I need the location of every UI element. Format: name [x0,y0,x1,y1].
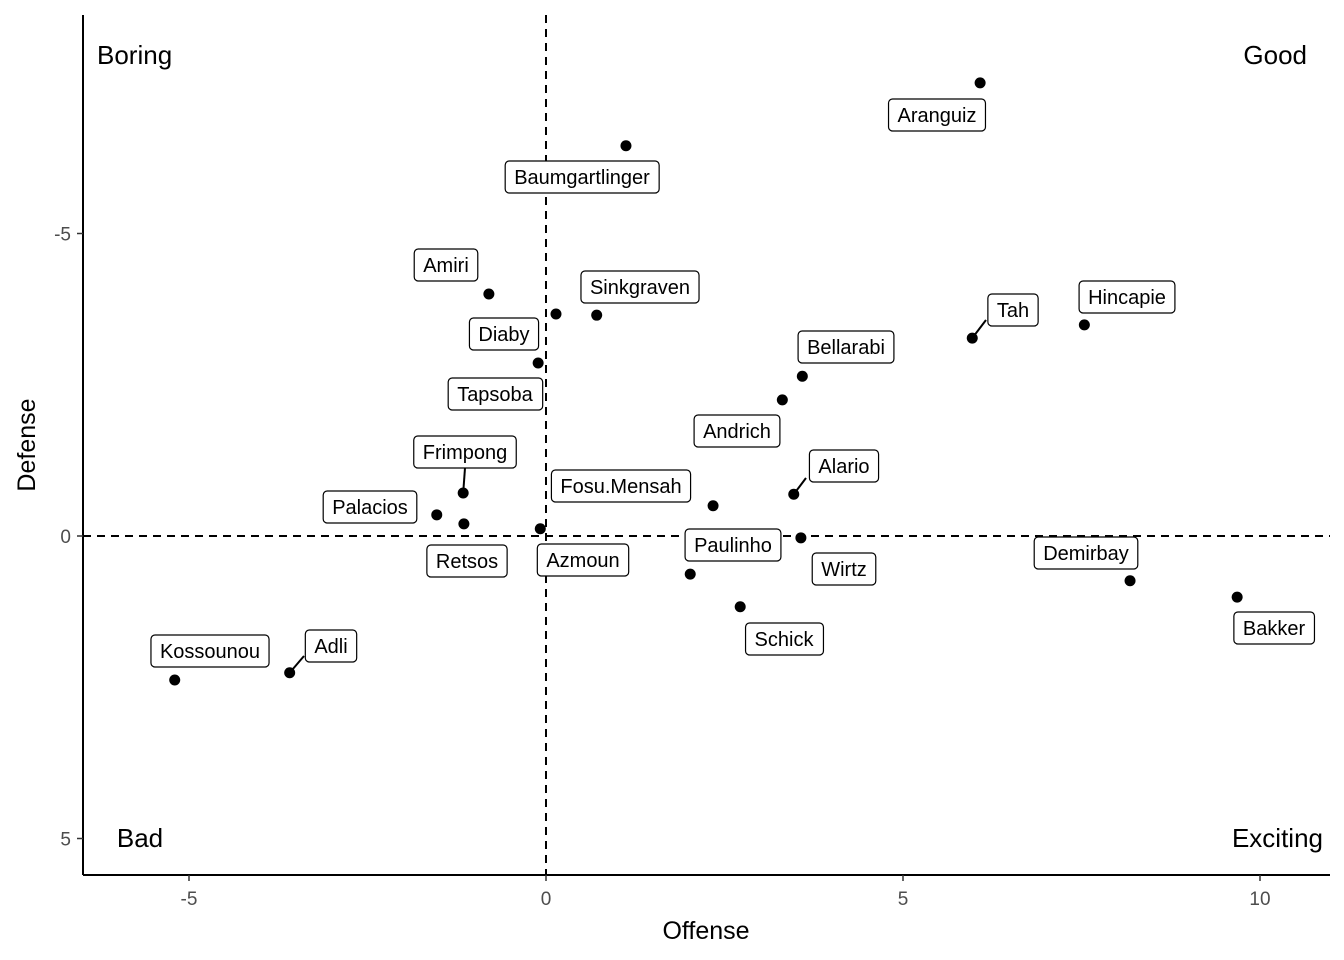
data-point [734,601,746,613]
x-tick-label: 10 [1249,889,1270,910]
point-label-box [413,435,517,469]
data-point [1078,319,1090,331]
data-point [974,77,986,89]
point-label-box [304,629,358,663]
point-label: Fosu.Mensah [560,476,681,498]
point-label: Sinkgraven [590,277,690,299]
point-label: Diaby [478,324,529,346]
quadrant-label-top-left: Boring [97,40,172,70]
point-label-box [1078,280,1176,314]
data-point [284,667,296,679]
data-point [431,509,443,521]
point-label: Aranguiz [898,105,977,127]
point-label: Amiri [423,255,469,277]
point-label-box [744,622,825,656]
point-label: Tapsoba [457,384,533,406]
point-label-box [580,270,700,304]
point-label: Wirtz [821,559,867,581]
point-label: Kossounou [160,641,260,663]
point-label-box [468,317,540,351]
data-point [591,309,603,321]
data-point [1231,591,1243,603]
point-label-box [987,293,1039,327]
point-label-box [150,634,270,668]
data-point [458,518,470,530]
point-label: Adli [314,636,347,658]
data-point [684,568,696,580]
x-tick-label: 0 [541,889,552,910]
y-tick-label: 5 [60,830,71,851]
x-axis-label: Offense [662,917,749,945]
point-label: Frimpong [423,442,507,464]
point-label: Hincapie [1088,287,1166,309]
point-label: Bellarabi [807,337,885,359]
data-point [707,500,719,512]
data-point [796,370,808,382]
point-label: Demirbay [1043,543,1129,565]
x-tick-label: -5 [181,889,198,910]
point-label-box [550,469,692,503]
point-label: Alario [818,456,869,478]
point-label-box [1233,611,1316,645]
point-label: Retsos [436,551,498,573]
data-point [1124,575,1136,587]
point-label-box [684,528,782,562]
point-label: Paulinho [694,535,772,557]
quadrant-label-bottom-right: Exciting [1232,823,1323,853]
point-label: Palacios [332,497,408,519]
point-label-box [447,377,544,411]
data-point [457,487,469,499]
point-label-box [808,449,880,483]
point-label: Andrich [703,421,771,443]
point-label-box [426,544,508,578]
data-point [532,357,544,369]
data-point [620,140,632,152]
y-axis-label: Defense [13,398,41,491]
point-label: Bakker [1243,618,1306,640]
point-label-box [413,248,479,282]
point-label-box [504,160,660,194]
data-point [788,488,800,500]
x-tick-label: 5 [898,889,909,910]
point-label-box [1033,536,1139,570]
data-point [169,674,181,686]
data-point [534,523,546,535]
point-label-box [887,98,987,132]
y-tick-label: -5 [54,225,71,246]
quadrant-label-bottom-left: Bad [117,823,163,853]
data-point [795,532,807,544]
quadrant-label-top-right: Good [1243,40,1307,70]
point-label: Baumgartlinger [514,167,650,189]
point-label-box [811,552,877,586]
point-label-box [797,330,895,364]
y-tick-label: 0 [60,527,71,548]
data-point [483,288,495,300]
point-label: Schick [755,629,815,651]
point-label: Azmoun [546,550,619,572]
point-label: Tah [997,300,1029,322]
point-label-box [322,490,418,524]
data-point [776,394,788,406]
data-point [966,332,978,344]
data-point [550,308,562,320]
point-label-box [693,414,781,448]
point-label-box [536,543,630,577]
